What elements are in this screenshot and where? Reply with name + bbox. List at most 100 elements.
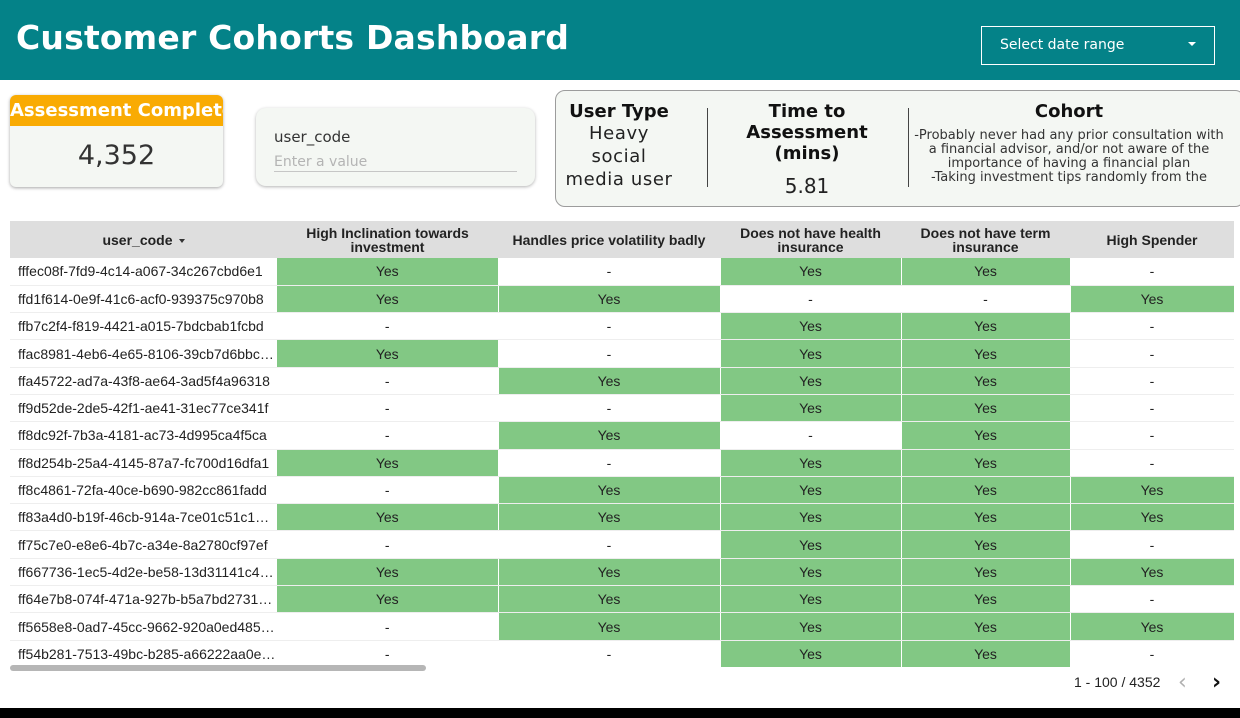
flag-cell: Yes xyxy=(498,585,721,614)
chevron-down-icon xyxy=(1188,42,1196,46)
flag-cell: - xyxy=(720,285,902,314)
table-row: ff64e7b8-074f-471a-927b-b5a7bd2731… Yes Ye… xyxy=(10,585,1234,614)
flag-cell: Yes xyxy=(720,476,902,505)
chevron-left-icon[interactable]: ‹ xyxy=(1178,670,1187,695)
user-type-value: Heavy social media user xyxy=(560,122,678,191)
flag-cell: Yes xyxy=(901,312,1071,341)
chevron-right-icon[interactable]: › xyxy=(1212,670,1222,695)
flag-cell: - xyxy=(1070,339,1234,368)
flag-cell: - xyxy=(277,421,499,450)
user-code-input[interactable] xyxy=(274,152,517,172)
date-range-label: Select date range xyxy=(1000,37,1125,53)
flag-cell: - xyxy=(277,367,499,395)
user-code-cell: fffec08f-7fd9-4c14-a067-34c267cbd6e1 xyxy=(10,258,277,286)
user-code-cell: ffac8981-4eb6-4e65-8106-39cb7d6bbc… xyxy=(10,339,277,368)
table-row: ff9d52de-2de5-42f1-ae41-31ec77ce341f - - Ye… xyxy=(10,394,1234,423)
user-code-cell: ff64e7b8-074f-471a-927b-b5a7bd2731… xyxy=(10,585,277,614)
flag-cell: - xyxy=(1070,449,1234,477)
flag-cell: - xyxy=(1070,421,1234,450)
flag-cell: Yes xyxy=(720,367,902,395)
flag-cell: - xyxy=(1070,585,1234,614)
kpi-label: Assessment Completed xyxy=(10,95,223,126)
horizontal-scrollbar[interactable] xyxy=(10,665,426,671)
flag-cell: Yes xyxy=(901,640,1071,667)
flag-cell: Yes xyxy=(901,394,1071,423)
cohort-text-line: importance of having a financial plan xyxy=(947,156,1191,171)
column-header-label: user_code xyxy=(102,231,173,248)
table-row: ff75c7e0-e8e6-4b7c-a34e-8a2780cf97ef - - Ye… xyxy=(10,530,1234,559)
column-header-high-inclination[interactable]: High Inclination towards investment xyxy=(277,221,498,258)
flag-cell: - xyxy=(277,530,499,559)
flag-cell: Yes xyxy=(277,258,499,286)
user-code-cell: ff8c4861-72fa-40ce-b690-982cc861fadd xyxy=(10,476,277,505)
time-heading-line: (mins) xyxy=(774,143,840,164)
table-row: ffd1f614-0e9f-41c6-acf0-939375c970b8 Yes Y… xyxy=(10,285,1234,314)
cohort-summary-card: User Type Heavy social media user Time t… xyxy=(555,90,1240,207)
cohort-text-line: a financial advisor, and/or not aware of… xyxy=(928,142,1210,157)
flag-cell: Yes xyxy=(277,449,499,477)
kpi-value: 4,352 xyxy=(77,140,156,171)
flag-cell: - xyxy=(1070,530,1234,559)
flag-cell: - xyxy=(277,394,499,423)
user-code-cell: ff5658e8-0ad7-45cc-9662-920a0ed485… xyxy=(10,612,277,641)
user-code-cell: ff8dc92f-7b3a-4181-ac73-4d995ca4f5ca xyxy=(10,421,277,450)
flag-cell: Yes xyxy=(498,285,721,314)
flag-cell: - xyxy=(1070,394,1234,423)
flag-cell: Yes xyxy=(720,558,902,587)
sort-descending-icon xyxy=(178,238,185,243)
user-code-cell: ffa45722-ad7a-43f8-ae64-3ad5f4a96318 xyxy=(10,367,277,395)
flag-cell: - xyxy=(901,285,1071,314)
user-code-filter: user_code xyxy=(256,108,535,186)
flag-cell: Yes xyxy=(901,449,1071,477)
cohort-table-container[interactable]: user_code High Inclination towards inves… xyxy=(10,221,1234,667)
flag-cell: Yes xyxy=(498,612,721,641)
user-code-cell: ff75c7e0-e8e6-4b7c-a34e-8a2780cf97ef xyxy=(10,530,277,559)
cohort-heading: Cohort xyxy=(1034,101,1104,122)
user-code-cell: ff8d254b-25a4-4145-87a7-fc700d16dfa1 xyxy=(10,449,277,477)
column-header-user-code[interactable]: user_code xyxy=(10,221,277,258)
cohort-section: Cohort -Probably never had any prior con… xyxy=(913,101,1225,191)
user-type-line: media user xyxy=(565,169,673,190)
flag-cell: - xyxy=(498,449,721,477)
flag-cell: - xyxy=(498,339,721,368)
column-header-health-insurance[interactable]: Does not have health insurance xyxy=(720,221,901,258)
flag-cell: Yes xyxy=(1070,612,1234,641)
page-title: Customer Cohorts Dashboard xyxy=(16,18,570,57)
flag-cell: - xyxy=(498,394,721,423)
flag-cell: Yes xyxy=(720,312,902,341)
table-row: ffac8981-4eb6-4e65-8106-39cb7d6bbc… Yes - Y… xyxy=(10,339,1234,368)
flag-cell: Yes xyxy=(901,585,1071,614)
pagination-label: 1 - 100 / 4352 xyxy=(1074,674,1161,690)
date-range-select[interactable]: Select date range xyxy=(981,26,1215,65)
column-header-price-volatility[interactable]: Handles price volatility badly xyxy=(498,221,720,258)
bottom-bar xyxy=(0,708,1240,718)
flag-cell: - xyxy=(498,312,721,341)
column-header-high-spender[interactable]: High Spender xyxy=(1070,221,1234,258)
flag-cell: Yes xyxy=(901,503,1071,532)
flag-cell: Yes xyxy=(720,612,902,641)
flag-cell: - xyxy=(720,421,902,450)
flag-cell: Yes xyxy=(498,558,721,587)
table-row: ff54b281-7513-49bc-b285-a66222aa0e… - - Yes… xyxy=(10,640,1234,667)
flag-cell: - xyxy=(498,530,721,559)
flag-cell: Yes xyxy=(720,503,902,532)
flag-cell: Yes xyxy=(498,503,721,532)
kpi-assessment-completed: Assessment Completed 4,352 xyxy=(10,95,223,187)
flag-cell: Yes xyxy=(277,585,499,614)
user-type-section: User Type Heavy social media user xyxy=(560,101,678,191)
flag-cell: Yes xyxy=(720,585,902,614)
cohort-text-line: -Taking investment tips randomly from th… xyxy=(930,170,1207,185)
cohort-text-line: -Probably never had any prior consultati… xyxy=(914,129,1224,143)
flag-cell: - xyxy=(498,640,721,667)
flag-cell: - xyxy=(1070,367,1234,395)
flag-cell: - xyxy=(1070,640,1234,667)
flag-cell: Yes xyxy=(277,558,499,587)
flag-cell: Yes xyxy=(720,339,902,368)
table-row: ff8c4861-72fa-40ce-b690-982cc861fadd - Yes… xyxy=(10,476,1234,505)
user-type-line: social xyxy=(591,146,647,167)
filter-label: user_code xyxy=(274,128,351,146)
flag-cell: - xyxy=(1070,258,1234,286)
column-header-term-insurance[interactable]: Does not have term insurance xyxy=(901,221,1070,258)
dashboard-header: Customer Cohorts Dashboard Select date r… xyxy=(0,0,1240,80)
user-type-heading: User Type xyxy=(569,101,669,122)
